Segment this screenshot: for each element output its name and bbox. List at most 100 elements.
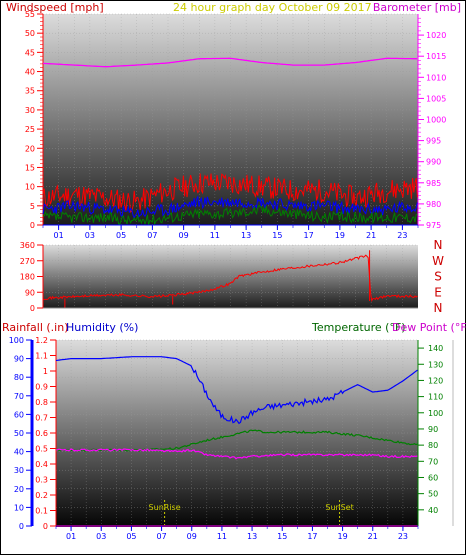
climate-x-tick-label: 03 — [96, 532, 106, 541]
rainfall-axis-label: Rainfall (.in) — [2, 321, 69, 334]
wind-tick-label: 50 — [25, 29, 35, 38]
climate-x-tick-label: 09 — [187, 532, 197, 541]
compass-label: N — [434, 238, 443, 252]
wind-x-tick-label: 03 — [85, 231, 95, 240]
wind-x-tick-label: 11 — [210, 231, 220, 240]
wind-tick-label: 55 — [25, 10, 35, 19]
barometer-tick-label: 1005 — [426, 94, 446, 103]
wind-tick-label: 20 — [25, 144, 35, 153]
temp-tick-label: 40 — [428, 506, 438, 515]
wind-tick-label: 25 — [25, 125, 35, 134]
barometer-tick-label: 980 — [426, 200, 441, 209]
climate-x-tick-label: 11 — [217, 532, 227, 541]
rain-tick-label: 0.4 — [35, 460, 48, 469]
climate-x-tick-label: 05 — [126, 532, 136, 541]
humidity-tick-label: 50 — [14, 429, 24, 438]
barometer-tick-label: 995 — [426, 137, 441, 146]
wind-tick-label: 15 — [25, 163, 35, 172]
wind-x-tick-label: 17 — [304, 231, 314, 240]
barometer-tick-label: 985 — [426, 179, 441, 188]
humidity-tick-label: 30 — [14, 466, 24, 475]
rain-tick-label: 0.6 — [35, 429, 48, 438]
wind-tick-label: 45 — [25, 48, 35, 57]
climate-x-tick-label: 07 — [156, 532, 166, 541]
humidity-tick-label: 20 — [14, 485, 24, 494]
compass-label: W — [432, 254, 444, 268]
wind-x-tick-label: 15 — [272, 231, 282, 240]
sun-marker-label: SunSet — [325, 503, 353, 512]
climate-series-blue — [55, 356, 418, 425]
climate-x-tick-label: 17 — [307, 532, 317, 541]
direction-tick-label: 270 — [20, 257, 35, 266]
temperature-axis-label: Temperature (°F) — [311, 321, 406, 334]
wind-x-tick-label: 13 — [241, 231, 251, 240]
temp-tick-label: 120 — [428, 376, 443, 385]
rain-tick-label: 0.9 — [35, 383, 48, 392]
rain-tick-label: 0.1 — [35, 507, 48, 516]
temp-tick-label: 90 — [428, 425, 438, 434]
direction-tick-label: 0 — [30, 304, 35, 313]
wind-tick-label: 0 — [30, 221, 35, 230]
wind-tick-label: 5 — [30, 202, 35, 211]
barometer-tick-label: 1000 — [426, 116, 446, 125]
rain-tick-label: 0 — [43, 522, 48, 531]
wind-tick-label: 35 — [25, 87, 35, 96]
compass-label: S — [434, 270, 442, 284]
wind-x-tick-label: 23 — [397, 231, 407, 240]
wind-x-tick-label: 07 — [147, 231, 157, 240]
humidity-tick-label: 60 — [14, 410, 24, 419]
rain-tick-label: 0.8 — [35, 398, 48, 407]
climate-x-tick-label: 19 — [337, 532, 347, 541]
rain-tick-label: 0.3 — [35, 476, 48, 485]
compass-label: N — [434, 301, 443, 315]
humidity-tick-label: 70 — [14, 392, 24, 401]
rain-tick-label: 1.1 — [35, 352, 48, 361]
wind-x-tick-label: 21 — [366, 231, 376, 240]
temp-tick-label: 50 — [428, 490, 438, 499]
compass-label: E — [434, 285, 442, 299]
humidity-tick-label: 0 — [19, 522, 24, 531]
rain-tick-label: 1.2 — [35, 336, 48, 345]
humidity-tick-label: 80 — [14, 373, 24, 382]
climate-x-tick-label: 21 — [368, 532, 378, 541]
barometer-series — [42, 57, 417, 68]
humidity-tick-label: 100 — [9, 336, 24, 345]
barometer-tick-label: 1020 — [426, 31, 446, 40]
humidity-tick-label: 10 — [14, 503, 24, 512]
wind-series-red — [42, 173, 418, 213]
direction-tick-label: 360 — [20, 241, 35, 250]
wind-x-tick-label: 01 — [54, 231, 64, 240]
sun-marker-label: SunRise — [149, 503, 181, 512]
humidity-tick-label: 90 — [14, 355, 24, 364]
temp-tick-label: 130 — [428, 360, 443, 369]
wind-tick-label: 40 — [25, 68, 35, 77]
barometer-axis-label: Barometer [mb] — [373, 1, 461, 14]
windspeed-axis-label: Windspeed [mph] — [6, 1, 104, 14]
graph-title: 24 hour graph day October 09 2017 — [173, 1, 372, 14]
wind-series-blue — [42, 195, 418, 220]
climate-x-tick-label: 15 — [277, 532, 287, 541]
temp-tick-label: 140 — [428, 344, 443, 353]
humidity-tick-label: 40 — [14, 448, 24, 457]
barometer-tick-label: 990 — [426, 158, 441, 167]
temp-tick-label: 60 — [428, 473, 438, 482]
temp-tick-label: 80 — [428, 441, 438, 450]
rain-tick-label: 0.7 — [35, 414, 48, 423]
direction-series — [42, 254, 418, 303]
climate-x-tick-label: 23 — [398, 532, 408, 541]
direction-tick-label: 180 — [20, 273, 35, 282]
temp-tick-label: 110 — [428, 393, 443, 402]
humidity-axis-label: Humidity (%) — [66, 321, 138, 334]
wind-tick-label: 10 — [25, 183, 35, 192]
wind-tick-label: 30 — [25, 106, 35, 115]
rain-tick-label: 0.2 — [35, 491, 48, 500]
temp-tick-label: 70 — [428, 457, 438, 466]
wind-series-green — [42, 204, 418, 226]
wind-x-tick-label: 19 — [335, 231, 345, 240]
wind-x-tick-label: 05 — [116, 231, 126, 240]
climate-x-tick-label: 13 — [247, 532, 257, 541]
climate-x-tick-label: 01 — [66, 532, 76, 541]
barometer-tick-label: 1010 — [426, 73, 446, 82]
